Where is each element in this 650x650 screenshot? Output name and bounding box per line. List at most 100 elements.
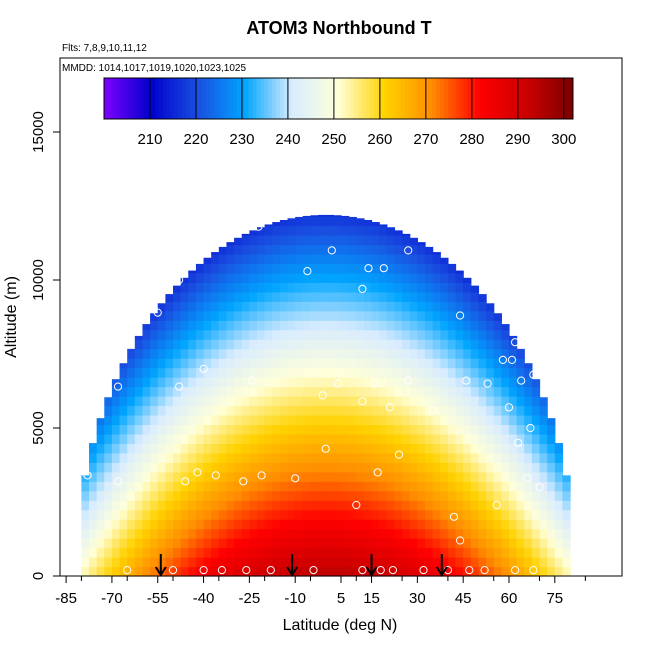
heatmap-cell [356,424,365,435]
heatmap-cell [478,348,487,359]
heatmap-cell [295,301,304,312]
colorbar-segment [358,78,363,119]
heatmap-cell [272,528,281,539]
heatmap-cell [226,547,235,558]
heatmap-cell [173,443,182,454]
colorbar-segment [393,78,398,119]
heatmap-cell [455,396,464,407]
heatmap-cell [539,443,548,454]
heatmap-cell [134,452,144,463]
heatmap-cell [341,462,350,473]
heatmap-cell [348,471,357,482]
heatmap-cell [363,547,373,558]
sample-point [352,500,361,510]
heatmap-cell [447,320,457,331]
heatmap-cell [188,367,197,378]
heatmap-cell [318,528,327,539]
heatmap-cell [203,405,212,416]
heatmap-cell [295,396,304,407]
heatmap-cell [96,490,105,501]
heatmap-cell [195,282,205,293]
heatmap-cell [356,320,365,331]
colorbar-segment [318,78,324,119]
heatmap-cell [150,329,159,340]
heatmap-cell [447,557,457,568]
heatmap-cell [211,252,220,255]
heatmap-cell [447,443,457,454]
heatmap-cell [440,443,449,454]
y-tick-label: 15000 [30,111,47,153]
heatmap-cell [157,339,166,350]
heatmap-cell [501,324,510,331]
heatmap-cell [417,519,426,530]
heatmap-cell [234,538,243,549]
heatmap-cell [531,547,541,558]
heatmap-cell [211,329,220,340]
heatmap-cell [295,538,304,549]
heatmap-cell [287,481,296,492]
heatmap-cell [203,528,212,539]
heatmap-cell [218,509,228,520]
heatmap-cell [486,424,495,435]
heatmap-cell [257,253,266,265]
heatmap-cell [516,557,525,568]
heatmap-cell [379,538,388,549]
heatmap-cell [241,519,250,530]
heatmap-cell [157,377,166,388]
heatmap-cell [562,490,571,501]
heatmap-cell [241,557,250,568]
heatmap-cell [279,481,289,492]
sample-point [373,468,382,477]
heatmap-cell [173,358,182,369]
heatmap-cell [348,557,357,568]
heatmap-cell [195,272,205,283]
heatmap-cell [249,519,258,530]
heatmap-cell [501,462,510,473]
heatmap-cell [119,538,128,549]
heatmap-cell [478,339,487,350]
heatmap-cell [386,244,396,255]
heatmap-cell [180,396,189,407]
heatmap-cell [104,490,113,501]
heatmap-cell [257,301,266,312]
colorbar-segment [182,78,187,119]
sample-point [465,566,474,575]
sample-point [181,477,190,486]
colorbar-segment [283,78,289,119]
heatmap-cell [554,471,564,482]
heatmap-cell [333,481,342,492]
heatmap-cell [104,528,113,539]
heatmap-cell [417,377,426,388]
colorbar-segment [381,78,386,119]
heatmap-cell [325,272,334,283]
heatmap-cell [234,547,243,558]
heatmap-cell [417,329,426,340]
heatmap-cell [524,405,533,416]
heatmap-cell [341,538,350,549]
heatmap-cell [333,301,342,312]
heatmap-cell [295,272,304,283]
heatmap-cell [348,443,357,454]
heatmap-cell [211,509,220,520]
colorbar-segment [307,78,312,119]
heatmap-cell [218,557,228,568]
heatmap-cell [333,272,342,283]
heatmap-cell [81,509,90,520]
heatmap-cell [455,481,464,492]
sample-point [92,290,101,299]
heatmap-cell [165,348,174,359]
heatmap-cell [310,443,319,454]
heatmap-cell [203,339,212,350]
heatmap-cell [150,547,159,558]
heatmap-cell [188,270,197,274]
heatmap-cell [531,462,541,473]
heatmap-cell [455,282,464,293]
heatmap-cell [279,339,289,350]
heatmap-cell [478,433,487,444]
heatmap-cell [111,443,121,454]
heatmap-cell [417,272,426,283]
heatmap-cell [508,500,518,511]
heatmap-cell [257,244,266,255]
heatmap-cell [463,547,472,558]
heatmap-cell [501,500,510,511]
